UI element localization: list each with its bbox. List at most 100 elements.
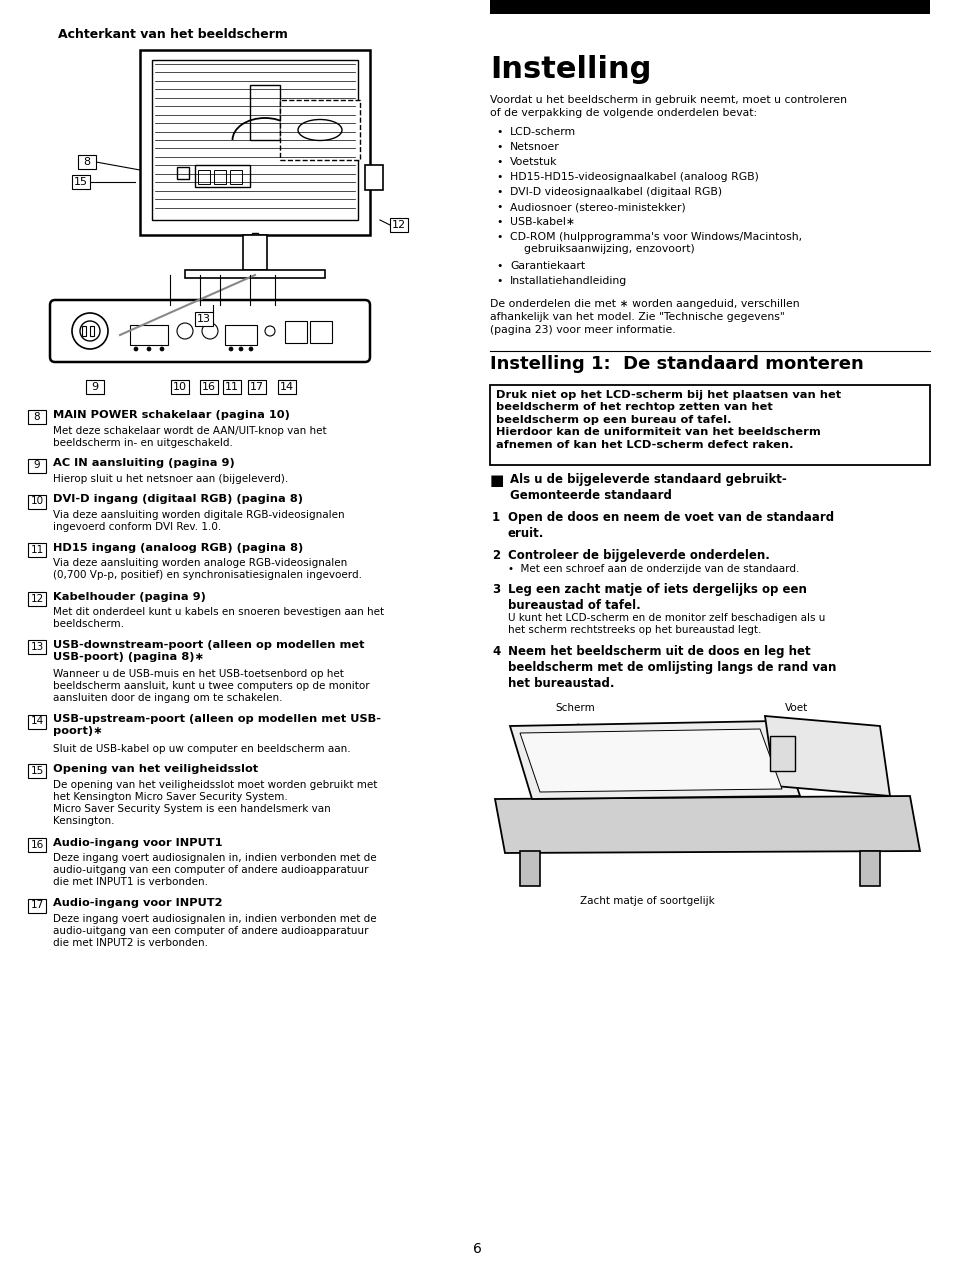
Bar (285, 321, 307, 343)
Text: •: • (496, 276, 502, 285)
Text: Als u de bijgeleverde standaard gebruikt-: Als u de bijgeleverde standaard gebruikt… (510, 473, 786, 485)
Text: •: • (496, 203, 502, 211)
Bar (859, 851, 879, 885)
Text: Neem het beeldscherm uit de doos en leg het
beeldscherm met de omlijsting langs : Neem het beeldscherm uit de doos en leg … (507, 645, 836, 691)
Circle shape (71, 313, 108, 349)
Bar (200, 380, 218, 394)
Text: Voet: Voet (784, 703, 807, 713)
Bar (225, 325, 256, 345)
Text: 16: 16 (30, 840, 44, 850)
Text: 13: 13 (30, 642, 44, 652)
Circle shape (265, 326, 274, 336)
Bar (213, 169, 226, 183)
Bar (140, 50, 370, 234)
Text: •: • (496, 157, 502, 167)
Bar (28, 898, 46, 912)
Bar (194, 166, 250, 187)
Text: Instelling 1:  De standaard monteren: Instelling 1: De standaard monteren (490, 355, 862, 373)
Bar (185, 270, 325, 278)
Text: Scherm: Scherm (555, 703, 594, 713)
Text: Audio-ingang voor INPUT2: Audio-ingang voor INPUT2 (53, 898, 222, 908)
Text: De onderdelen die met ∗ worden aangeduid, verschillen
afhankelijk van het model.: De onderdelen die met ∗ worden aangeduid… (490, 299, 799, 335)
Text: •: • (496, 232, 502, 242)
Text: 8: 8 (33, 412, 40, 422)
Bar (28, 837, 46, 851)
Text: Open de doos en neem de voet van de standaard
eruit.: Open de doos en neem de voet van de stan… (507, 511, 833, 540)
Text: USB-upstream-poort (alleen op modellen met USB-
poort)∗: USB-upstream-poort (alleen op modellen m… (53, 715, 380, 736)
Text: Leg een zacht matje of iets dergelijks op een
bureaustad of tafel.: Leg een zacht matje of iets dergelijks o… (507, 583, 806, 612)
Bar (248, 380, 266, 394)
Bar (769, 736, 794, 771)
Text: •: • (496, 127, 502, 138)
Text: Wanneer u de USB-muis en het USB-toetsenbord op het
beeldscherm aansluit, kunt u: Wanneer u de USB-muis en het USB-toetsen… (53, 669, 369, 703)
Text: Controleer de bijgeleverde onderdelen.: Controleer de bijgeleverde onderdelen. (507, 549, 769, 562)
Bar (71, 175, 90, 189)
Text: Met dit onderdeel kunt u kabels en snoeren bevestigen aan het
beeldscherm.: Met dit onderdeel kunt u kabels en snoer… (53, 606, 384, 629)
Text: Instelling: Instelling (490, 55, 651, 84)
Bar (223, 380, 241, 394)
Text: 16: 16 (202, 382, 215, 392)
Bar (310, 321, 332, 343)
Bar (28, 640, 46, 654)
Text: 12: 12 (30, 594, 44, 604)
Text: •  Met een schroef aan de onderzijde van de standaard.: • Met een schroef aan de onderzijde van … (507, 564, 799, 575)
Text: 1: 1 (492, 511, 499, 524)
Bar (390, 218, 408, 232)
Bar (243, 234, 267, 270)
Bar (28, 715, 46, 729)
Text: 9: 9 (33, 460, 40, 470)
Text: Druk niet op het LCD-scherm bij het plaatsen van het
beeldscherm of het rechtop : Druk niet op het LCD-scherm bij het plaa… (496, 390, 841, 450)
Text: 17: 17 (250, 382, 264, 392)
Bar (365, 166, 382, 190)
Text: •: • (496, 187, 502, 197)
Bar (130, 325, 168, 345)
Bar (171, 380, 189, 394)
Text: •: • (496, 217, 502, 227)
Text: DVI-D ingang (digitaal RGB) (pagina 8): DVI-D ingang (digitaal RGB) (pagina 8) (53, 494, 303, 505)
Text: 11: 11 (225, 382, 239, 392)
Bar (152, 60, 357, 220)
Text: USB-downstream-poort (alleen op modellen met
USB-poort) (pagina 8)∗: USB-downstream-poort (alleen op modellen… (53, 640, 364, 662)
Text: HD15 ingang (analoog RGB) (pagina 8): HD15 ingang (analoog RGB) (pagina 8) (53, 543, 303, 553)
Text: Netsnoer: Netsnoer (510, 141, 559, 152)
Text: 8: 8 (83, 157, 91, 167)
Bar (490, 0, 929, 14)
Polygon shape (764, 716, 889, 796)
Circle shape (147, 347, 151, 352)
Text: DVI-D videosignaalkabel (digitaal RGB): DVI-D videosignaalkabel (digitaal RGB) (510, 187, 721, 197)
Text: HD15-HD15-videosignaalkabel (analoog RGB): HD15-HD15-videosignaalkabel (analoog RGB… (510, 172, 758, 182)
Text: Kabelhouder (pagina 9): Kabelhouder (pagina 9) (53, 591, 206, 601)
Circle shape (177, 324, 193, 339)
Circle shape (229, 347, 233, 352)
Text: Garantiekaart: Garantiekaart (510, 261, 584, 271)
Bar (78, 155, 96, 169)
Bar (280, 99, 359, 161)
Text: U kunt het LCD-scherm en de monitor zelf beschadigen als u
het scherm rechtstree: U kunt het LCD-scherm en de monitor zelf… (507, 613, 824, 636)
Text: 6: 6 (472, 1242, 481, 1256)
Bar (90, 326, 94, 336)
Bar (86, 380, 104, 394)
Circle shape (80, 321, 100, 341)
Text: Opening van het veiligheidsslot: Opening van het veiligheidsslot (53, 764, 258, 775)
Text: 9: 9 (91, 382, 98, 392)
Text: 2: 2 (492, 549, 499, 562)
Bar (230, 169, 242, 183)
Text: CD-ROM (hulpprogramma's voor Windows/Macintosh,
    gebruiksaanwijzing, enzovoor: CD-ROM (hulpprogramma's voor Windows/Mac… (510, 232, 801, 255)
Text: 15: 15 (30, 766, 44, 776)
Text: 17: 17 (30, 901, 44, 911)
Bar (277, 380, 295, 394)
Text: •: • (496, 261, 502, 271)
Text: 14: 14 (279, 382, 294, 392)
Text: 14: 14 (30, 716, 44, 726)
Ellipse shape (297, 120, 341, 140)
Text: 11: 11 (30, 545, 44, 555)
Bar (177, 167, 189, 180)
Text: •: • (496, 172, 502, 182)
Text: Met deze schakelaar wordt de AAN/UIT-knop van het
beeldscherm in- en uitgeschake: Met deze schakelaar wordt de AAN/UIT-kno… (53, 426, 326, 447)
Text: MAIN POWER schakelaar (pagina 10): MAIN POWER schakelaar (pagina 10) (53, 410, 290, 420)
Bar (28, 410, 46, 424)
Text: Deze ingang voert audiosignalen in, indien verbonden met de
audio-uitgang van ee: Deze ingang voert audiosignalen in, indi… (53, 854, 376, 887)
Bar (82, 326, 86, 336)
Text: Sluit de USB-kabel op uw computer en beeldscherm aan.: Sluit de USB-kabel op uw computer en bee… (53, 744, 351, 753)
FancyBboxPatch shape (50, 299, 370, 362)
